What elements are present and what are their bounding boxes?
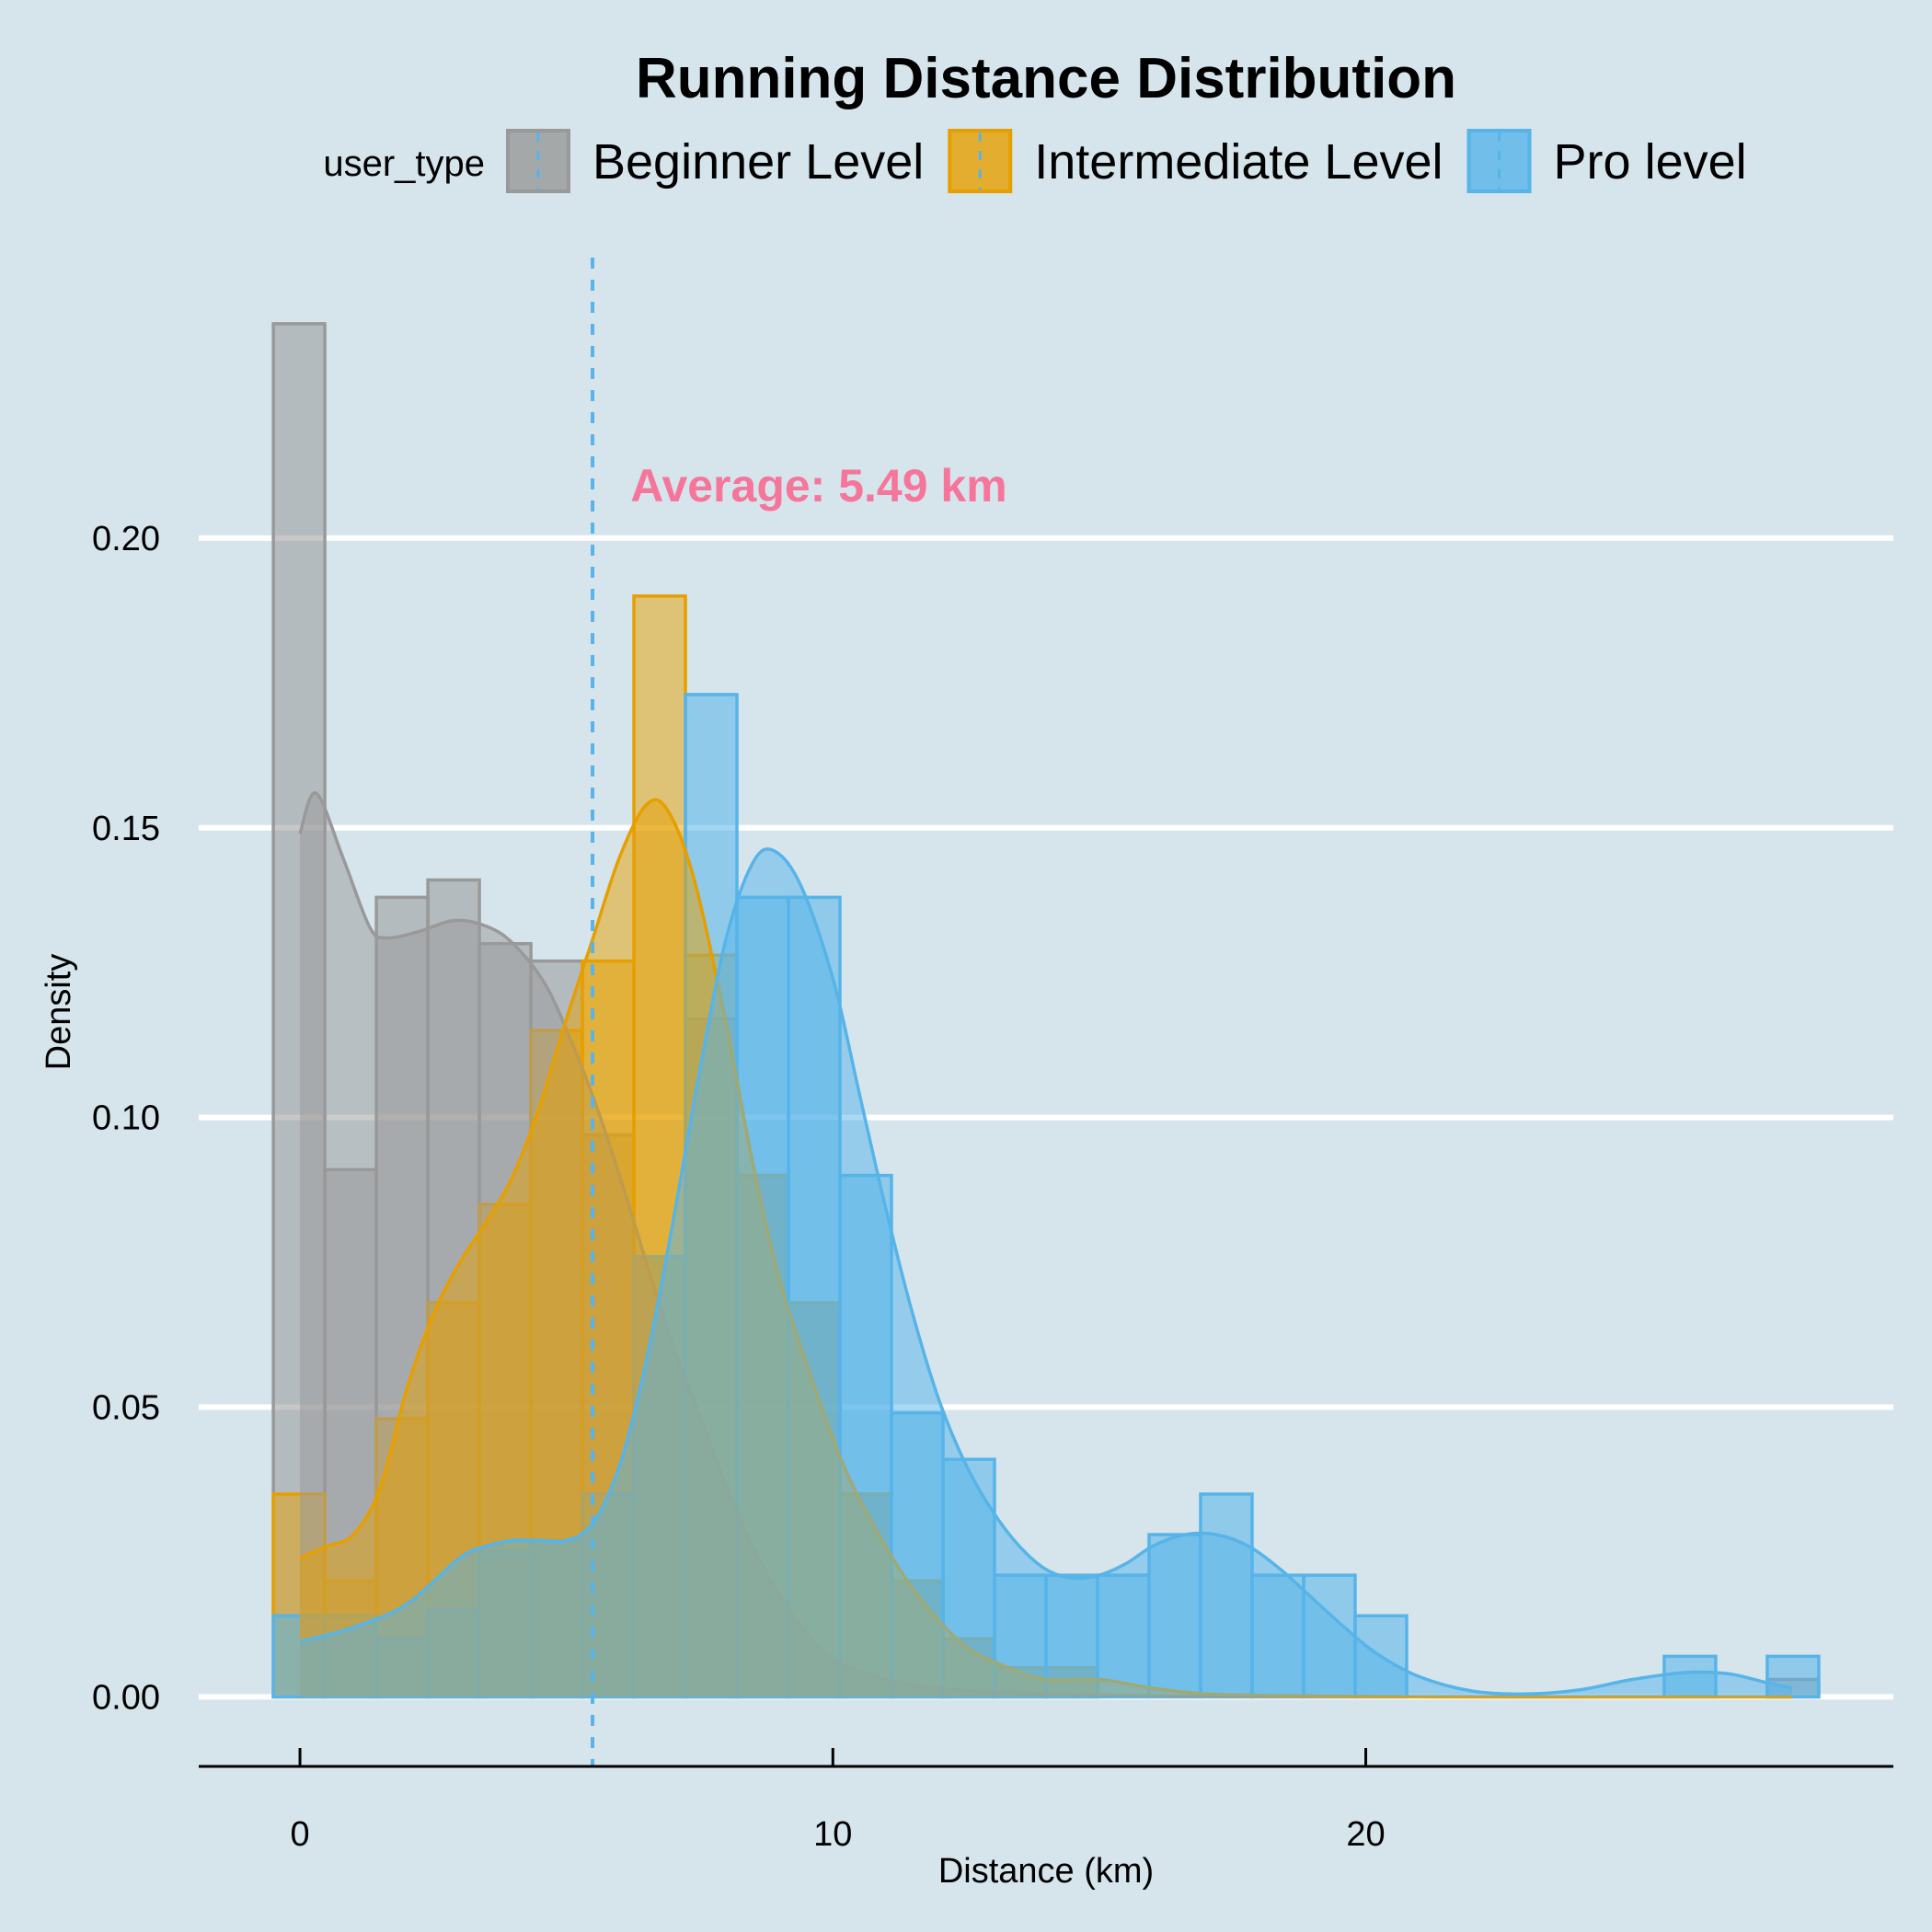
y-tick-label: 0.00 <box>92 1678 160 1717</box>
legend-title: user_type <box>323 144 485 184</box>
y-tick-label: 0.05 <box>92 1389 160 1428</box>
y-tick-label: 0.15 <box>92 810 160 848</box>
chart-title: Running Distance Distribution <box>636 47 1456 110</box>
kde-layer <box>298 791 1793 1699</box>
kde-area-series-2 <box>300 848 1792 1697</box>
x-tick-label: 20 <box>1346 1815 1385 1854</box>
y-tick-label: 0.20 <box>92 520 160 558</box>
legend-label: Beginner Level <box>592 134 924 190</box>
axis-layer: 0.00 0.05 0.10 0.15 0.20 0 10 20 <box>92 520 1893 1854</box>
x-axis-title: Distance (km) <box>938 1852 1154 1891</box>
average-annotation: Average: 5.49 km <box>630 460 1007 512</box>
legend-label: Pro level <box>1554 134 1747 190</box>
y-tick-label: 0.10 <box>92 1099 160 1138</box>
legend-label: Intermediate Level <box>1034 134 1443 190</box>
x-tick-label: 0 <box>290 1815 309 1854</box>
legend-item-2: Pro level <box>1466 129 1747 193</box>
y-axis-title: Density <box>40 954 78 1071</box>
legend-item-1: Intermediate Level <box>948 129 1443 193</box>
x-tick-label: 10 <box>813 1815 852 1854</box>
legend-item-0: Beginner Level <box>506 129 924 193</box>
legend: user_type Beginner Level Intermediate Lev… <box>323 129 1747 193</box>
